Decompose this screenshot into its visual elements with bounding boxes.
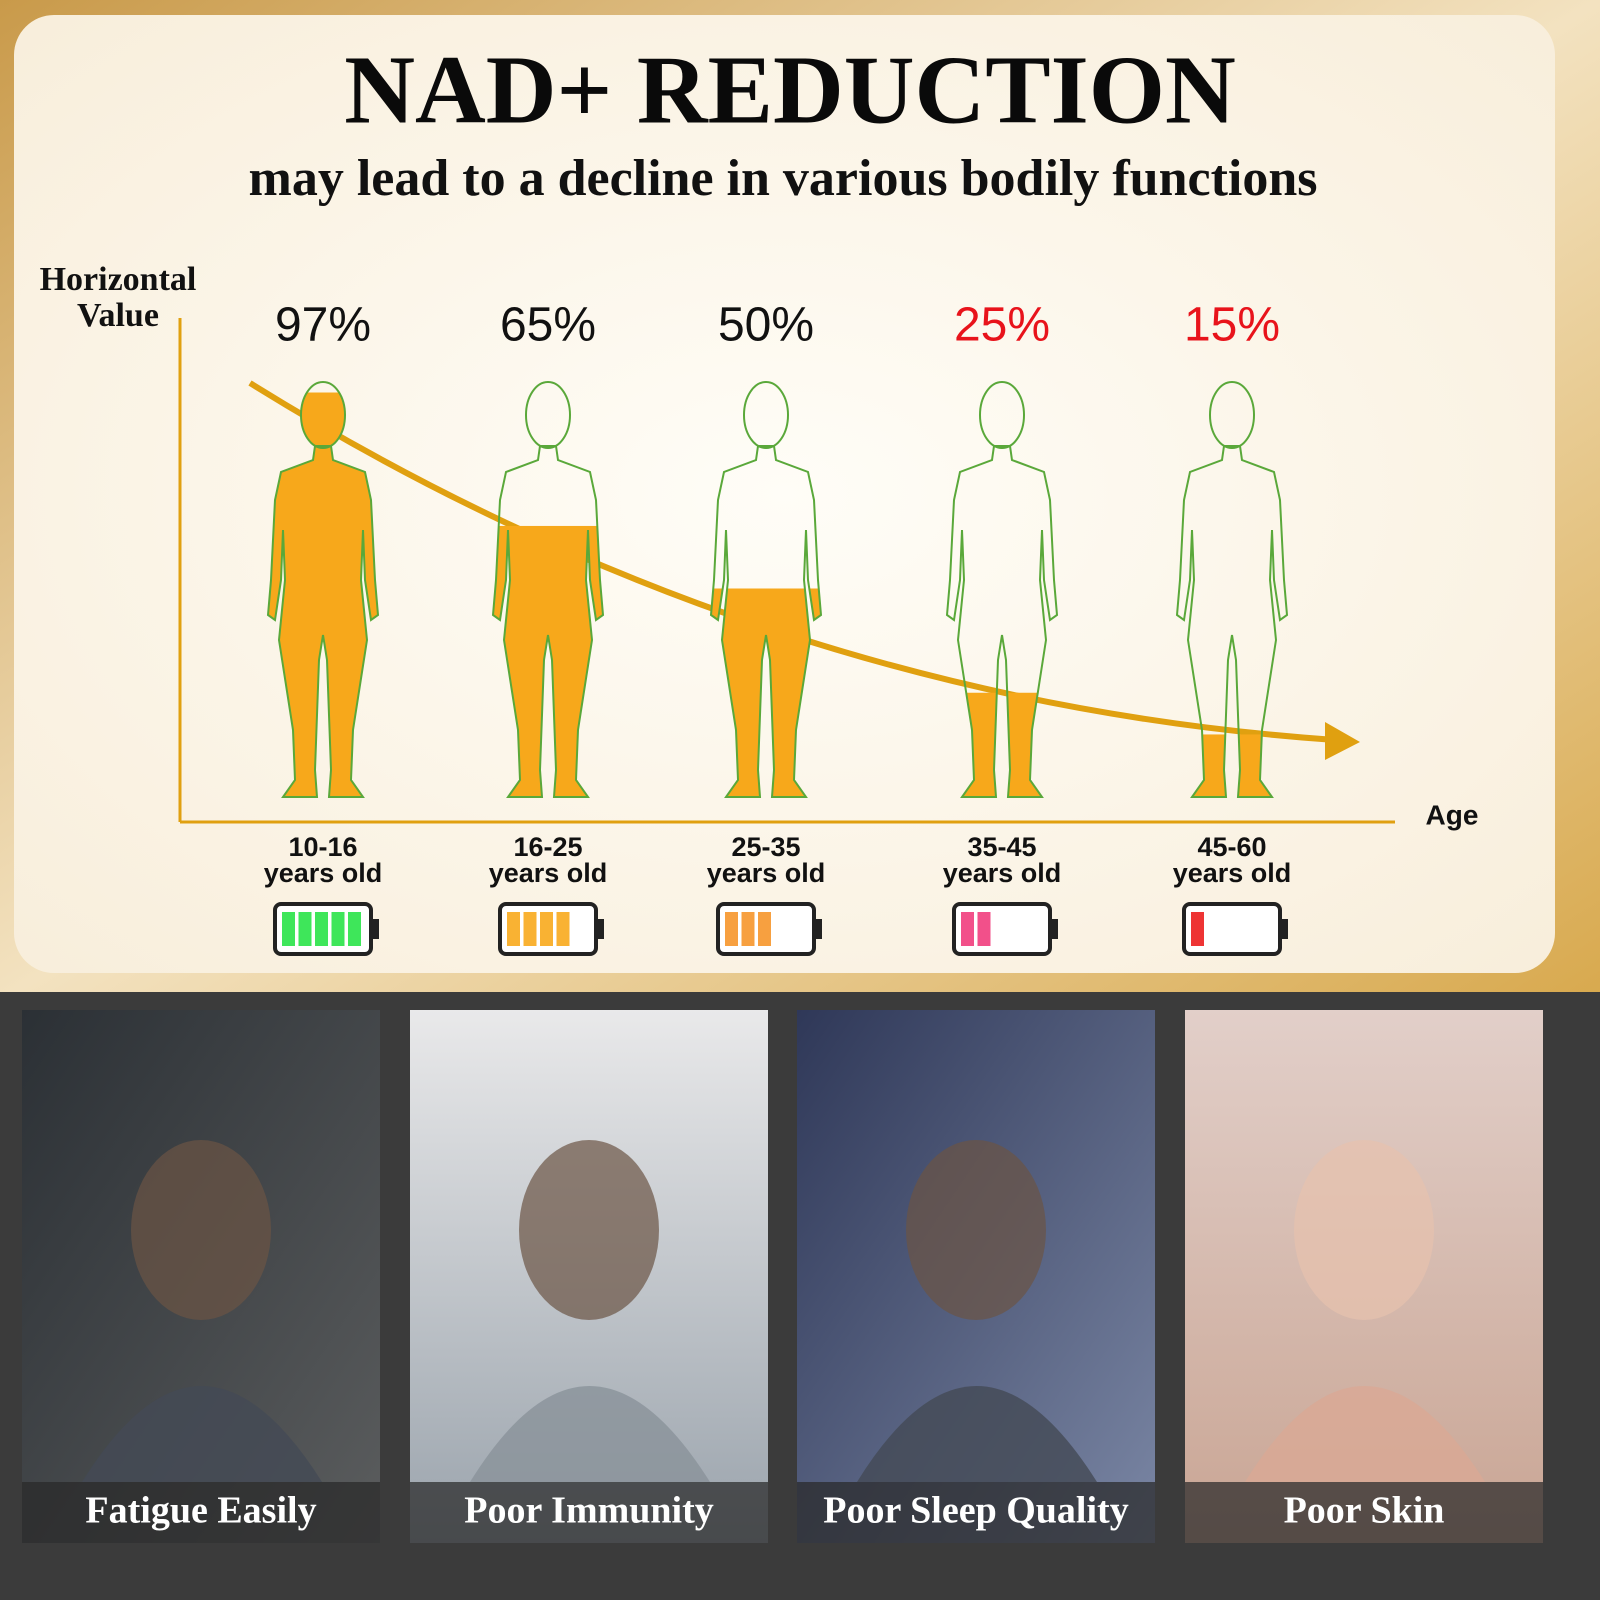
figure-outline bbox=[266, 381, 380, 798]
chart-title: NAD+ REDUCTION bbox=[344, 36, 1236, 144]
figure-outline bbox=[1175, 381, 1289, 798]
x-axis-label: Age bbox=[1426, 799, 1479, 830]
battery-cell bbox=[298, 912, 312, 946]
battery-cell bbox=[540, 912, 553, 946]
figure-outline bbox=[491, 381, 605, 798]
caption-band bbox=[797, 1482, 1155, 1543]
battery-cell bbox=[315, 912, 328, 946]
photo-figure bbox=[1245, 1386, 1485, 1482]
x-tick-label: 45-60 years old bbox=[1172, 832, 1292, 888]
battery-cell bbox=[523, 912, 537, 946]
photo-figure bbox=[906, 1140, 1046, 1320]
x-tick-label: 16-25 years old bbox=[488, 832, 608, 888]
value-label: 97% bbox=[275, 299, 371, 352]
panel-caption: Poor Immunity bbox=[464, 1490, 713, 1532]
battery-cell bbox=[758, 912, 771, 946]
photo-figure bbox=[470, 1386, 710, 1482]
caption-band bbox=[410, 1482, 768, 1543]
battery bbox=[498, 902, 604, 956]
battery-tip bbox=[371, 919, 379, 939]
battery-cell bbox=[961, 912, 974, 946]
battery bbox=[1182, 902, 1288, 956]
battery bbox=[273, 902, 379, 956]
battery-cell bbox=[725, 912, 738, 946]
photo-figure bbox=[131, 1140, 271, 1320]
value-label: 25% bbox=[954, 299, 1050, 352]
x-tick-label: 35-45 years old bbox=[942, 832, 1062, 888]
caption-band bbox=[22, 1482, 380, 1543]
photo-figure bbox=[82, 1386, 322, 1482]
battery-cell bbox=[331, 912, 345, 946]
figure-outline bbox=[709, 381, 823, 798]
battery-cell bbox=[741, 912, 755, 946]
photo-figure bbox=[857, 1386, 1097, 1482]
value-label: 65% bbox=[500, 299, 596, 352]
x-tick-label: 10-16 years old bbox=[263, 832, 383, 888]
battery bbox=[716, 902, 822, 956]
battery-tip bbox=[814, 919, 822, 939]
panel-caption: Poor Sleep Quality bbox=[823, 1490, 1128, 1532]
panel-caption: Fatigue Easily bbox=[85, 1490, 316, 1532]
x-tick-label: 25-35 years old bbox=[706, 832, 826, 888]
battery-cell bbox=[507, 912, 520, 946]
trend-arrow bbox=[1325, 722, 1360, 760]
battery-cell bbox=[556, 912, 570, 946]
photo-figure bbox=[1294, 1140, 1434, 1320]
value-label: 50% bbox=[718, 299, 814, 352]
caption-band bbox=[1185, 1482, 1543, 1543]
battery-cell bbox=[977, 912, 991, 946]
chart-subtitle: may lead to a decline in various bodily … bbox=[249, 150, 1318, 207]
value-label: 15% bbox=[1184, 299, 1280, 352]
figure-outline bbox=[945, 381, 1059, 798]
chart-card bbox=[14, 15, 1555, 973]
battery-cell bbox=[282, 912, 295, 946]
y-axis-label: Horizontal Value bbox=[39, 261, 197, 334]
battery-cell bbox=[348, 912, 361, 946]
battery bbox=[952, 902, 1058, 956]
battery-tip bbox=[1280, 919, 1288, 939]
photo-figure bbox=[519, 1140, 659, 1320]
battery-cell bbox=[1191, 912, 1204, 946]
battery-tip bbox=[1050, 919, 1058, 939]
panel-caption: Poor Skin bbox=[1284, 1490, 1445, 1532]
battery-tip bbox=[596, 919, 604, 939]
